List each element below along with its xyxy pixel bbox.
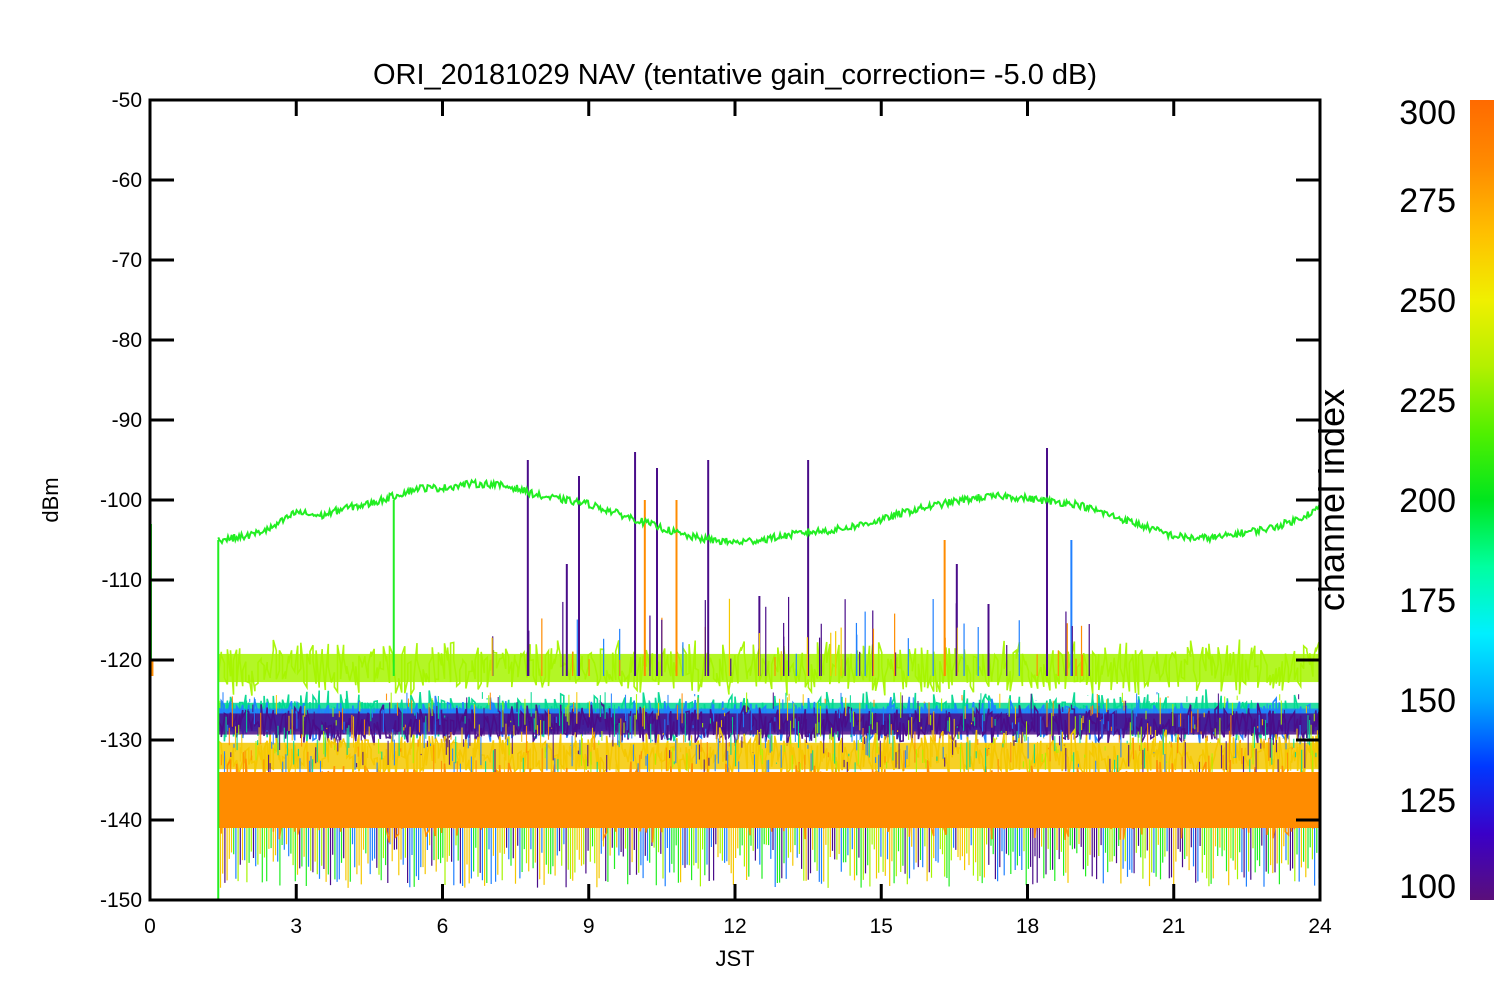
- x-axis: 0 3 6 9 12 15 18 21 24: [144, 100, 1332, 938]
- colorbar-tick-label: 225: [1399, 382, 1456, 420]
- colorbar-tick-label: 175: [1399, 582, 1456, 620]
- x-tick-label: 18: [1016, 915, 1039, 938]
- x-tick-label: 15: [870, 915, 893, 938]
- x-tick-label: 9: [583, 915, 595, 938]
- y-tick-label: -130: [100, 729, 142, 752]
- spikes: [149, 448, 1090, 676]
- colorbar-tick-label: 125: [1399, 782, 1456, 820]
- y-tick-label: -120: [100, 649, 142, 672]
- chart-title: ORI_20181029 NAV (tentative gain_correct…: [373, 59, 1097, 91]
- mid-noise: [217, 692, 1320, 791]
- x-tick-label: 24: [1308, 915, 1332, 938]
- y-tick-label: -70: [112, 249, 142, 272]
- y-tick-label: -90: [112, 409, 142, 432]
- y-tick-label: -100: [100, 489, 142, 512]
- series-line-ch230: [217, 477, 1321, 900]
- colorbar-tick-label: 275: [1399, 182, 1456, 220]
- x-tick-label: 6: [437, 915, 449, 938]
- colorbar-tick-label: 200: [1399, 482, 1456, 520]
- x-axis-title: JST: [715, 946, 754, 971]
- colorbar-title: channel index: [1311, 389, 1352, 611]
- y-tick-label: -50: [112, 89, 142, 112]
- colorbar: [1470, 100, 1494, 900]
- x-tick-label: 12: [723, 915, 746, 938]
- plot-content: [149, 448, 1321, 900]
- colorbar-tick-label: 250: [1399, 282, 1456, 320]
- series-band-ch260: [217, 639, 1320, 698]
- y-tick-label: -150: [100, 889, 142, 912]
- y-axis: -50 -60 -70 -80 -90 -100 -110 -120 -130 -140 -150: [100, 89, 1320, 912]
- lower-noise: [217, 828, 1320, 888]
- colorbar-tick-label: 300: [1399, 94, 1456, 132]
- y-tick-label: -80: [112, 329, 142, 352]
- colorbar-ticks: 300 275 250 225 200 175 150 125 100: [1399, 94, 1456, 906]
- series-core-ch290: [218, 772, 1319, 828]
- colorbar-tick-label: 150: [1399, 682, 1456, 720]
- y-tick-label: -140: [100, 809, 142, 832]
- x-tick-label: 3: [290, 915, 302, 938]
- x-tick-label: 21: [1162, 915, 1185, 938]
- x-tick-label: 0: [144, 915, 156, 938]
- colorbar-tick-label: 100: [1399, 868, 1456, 906]
- y-axis-title: dBm: [38, 477, 63, 522]
- y-tick-label: -110: [102, 569, 142, 592]
- y-tick-label: -60: [112, 169, 142, 192]
